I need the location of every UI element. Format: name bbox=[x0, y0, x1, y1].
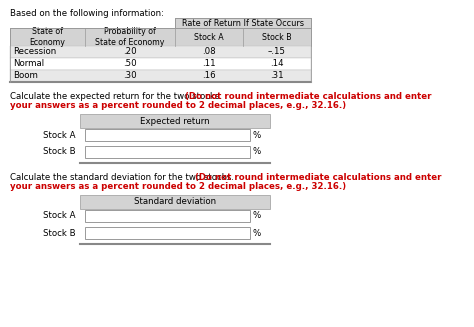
Text: %: % bbox=[253, 147, 261, 157]
Text: .08: .08 bbox=[202, 47, 216, 57]
Text: your answers as a percent rounded to 2 decimal places, e.g., 32.16.): your answers as a percent rounded to 2 d… bbox=[10, 101, 346, 110]
Text: .14: .14 bbox=[270, 60, 284, 68]
Text: Stock A: Stock A bbox=[44, 130, 76, 140]
Text: .20: .20 bbox=[123, 47, 137, 57]
FancyBboxPatch shape bbox=[10, 28, 311, 46]
FancyBboxPatch shape bbox=[10, 58, 311, 70]
FancyBboxPatch shape bbox=[80, 114, 270, 128]
Text: State of
Economy: State of Economy bbox=[29, 27, 65, 47]
FancyBboxPatch shape bbox=[85, 146, 250, 158]
Text: Stock A: Stock A bbox=[44, 212, 76, 220]
Text: Standard deviation: Standard deviation bbox=[134, 198, 216, 206]
FancyBboxPatch shape bbox=[85, 227, 250, 239]
Text: %: % bbox=[253, 229, 261, 237]
Text: .11: .11 bbox=[202, 60, 216, 68]
Text: Based on the following information:: Based on the following information: bbox=[10, 9, 164, 18]
FancyBboxPatch shape bbox=[85, 210, 250, 222]
Text: Stock B: Stock B bbox=[44, 147, 76, 157]
Text: Stock A: Stock A bbox=[194, 32, 224, 42]
Text: Recession: Recession bbox=[13, 47, 56, 57]
Text: .30: .30 bbox=[123, 72, 137, 80]
Text: .16: .16 bbox=[202, 72, 216, 80]
FancyBboxPatch shape bbox=[85, 129, 250, 141]
FancyBboxPatch shape bbox=[10, 18, 175, 28]
Text: .31: .31 bbox=[270, 72, 284, 80]
Text: Calculate the standard deviation for the two stocks.: Calculate the standard deviation for the… bbox=[10, 173, 237, 182]
Text: Calculate the expected return for the two stocks.: Calculate the expected return for the tw… bbox=[10, 92, 225, 101]
FancyBboxPatch shape bbox=[10, 46, 311, 58]
Text: (Do not round intermediate calculations and enter: (Do not round intermediate calculations … bbox=[185, 92, 431, 101]
Text: Stock B: Stock B bbox=[44, 229, 76, 237]
FancyBboxPatch shape bbox=[80, 195, 270, 209]
Text: Expected return: Expected return bbox=[140, 116, 210, 126]
Text: .50: .50 bbox=[123, 60, 137, 68]
Text: Probability of
State of Economy: Probability of State of Economy bbox=[95, 27, 164, 47]
Text: %: % bbox=[253, 212, 261, 220]
Text: %: % bbox=[253, 130, 261, 140]
Text: Rate of Return If State Occurs: Rate of Return If State Occurs bbox=[182, 19, 304, 27]
Text: your answers as a percent rounded to 2 decimal places, e.g., 32.16.): your answers as a percent rounded to 2 d… bbox=[10, 182, 346, 191]
Text: (Do not round intermediate calculations and enter: (Do not round intermediate calculations … bbox=[195, 173, 441, 182]
Text: Normal: Normal bbox=[13, 60, 44, 68]
Text: –.15: –.15 bbox=[268, 47, 286, 57]
FancyBboxPatch shape bbox=[175, 18, 311, 28]
FancyBboxPatch shape bbox=[10, 70, 311, 82]
Text: Boom: Boom bbox=[13, 72, 38, 80]
Text: Stock B: Stock B bbox=[262, 32, 292, 42]
